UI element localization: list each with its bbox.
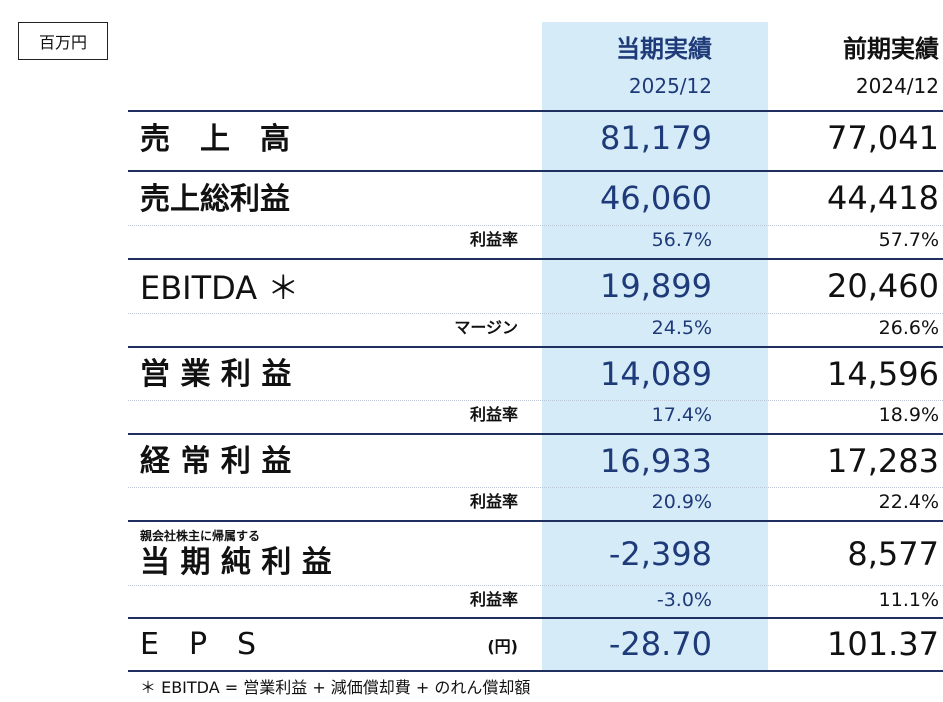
sub-row-divider	[128, 313, 943, 314]
net-profit-current-value: -2,398	[608, 535, 712, 573]
net-margin-previous: 11.1%	[878, 589, 939, 611]
current-column-title: 当期実績	[616, 35, 712, 63]
eps-previous-value: 101.37	[827, 625, 939, 663]
operating-margin-previous: 18.9%	[878, 404, 939, 426]
row-divider	[128, 110, 943, 112]
sub-row-divider	[128, 487, 943, 488]
operating-profit-previous-value: 14,596	[827, 355, 939, 393]
row-divider	[128, 433, 943, 435]
ebitda-margin-current: 24.5%	[651, 317, 712, 339]
row-divider	[128, 670, 943, 672]
ordinary-margin-previous: 22.4%	[878, 491, 939, 513]
row-divider	[128, 617, 943, 619]
unit-label: 百万円	[18, 22, 108, 60]
ebitda-margin-previous: 26.6%	[878, 317, 939, 339]
operating-margin-label: 利益率	[469, 405, 518, 424]
previous-column-title: 前期実績	[843, 35, 939, 63]
sub-row-divider	[128, 400, 943, 401]
row-divider	[128, 170, 943, 172]
operating-margin-current: 17.4%	[651, 404, 712, 426]
row-divider	[128, 346, 943, 348]
gross-margin-previous: 57.7%	[878, 229, 939, 251]
sub-row-divider	[128, 225, 943, 226]
operating-profit-label: 営 業 利 益	[140, 357, 292, 392]
previous-column-header: 前期実績 2024/12	[843, 34, 939, 100]
ordinary-profit-label: 経 常 利 益	[140, 444, 292, 479]
net-profit-label: 当 期 純 利 益	[140, 545, 332, 580]
ebitda-previous-value: 20,460	[827, 267, 939, 305]
ebitda-margin-label: マージン	[454, 318, 518, 337]
sub-row-divider	[128, 585, 943, 586]
gross-profit-current-value: 46,060	[600, 179, 712, 217]
ordinary-margin-label: 利益率	[469, 492, 518, 511]
current-column-header: 当期実績 2025/12	[616, 34, 712, 100]
gross-margin-current: 56.7%	[651, 229, 712, 251]
net-profit-qualifier: 親会社株主に帰属する	[140, 529, 261, 543]
eps-current-value: -28.70	[608, 625, 712, 663]
gross-profit-previous-value: 44,418	[827, 179, 939, 217]
current-column-period: 2025/12	[628, 74, 712, 98]
previous-column-period: 2024/12	[855, 74, 939, 98]
sales-previous-value: 77,041	[827, 119, 939, 157]
gross-profit-label: 売上総利益	[140, 182, 290, 217]
ordinary-profit-previous-value: 17,283	[827, 442, 939, 480]
operating-profit-current-value: 14,089	[600, 355, 712, 393]
ebitda-current-value: 19,899	[600, 267, 712, 305]
row-divider	[128, 258, 943, 260]
ebitda-label: EBITDA ＊	[140, 269, 300, 307]
net-profit-previous-value: 8,577	[847, 535, 939, 573]
sales-label: 売 上 高	[140, 122, 290, 157]
eps-label: E P S	[140, 627, 257, 662]
sales-current-value: 81,179	[600, 119, 712, 157]
net-margin-current: -3.0%	[656, 589, 712, 611]
row-divider	[128, 520, 943, 522]
ebitda-footnote: ＊ EBITDA = 営業利益 + 減価償却費 + のれん償却額	[140, 678, 531, 697]
net-margin-label: 利益率	[469, 590, 518, 609]
ordinary-margin-current: 20.9%	[651, 491, 712, 513]
ordinary-profit-current-value: 16,933	[600, 442, 712, 480]
gross-margin-label: 利益率	[469, 230, 518, 249]
eps-unit-label: (円)	[487, 637, 518, 656]
